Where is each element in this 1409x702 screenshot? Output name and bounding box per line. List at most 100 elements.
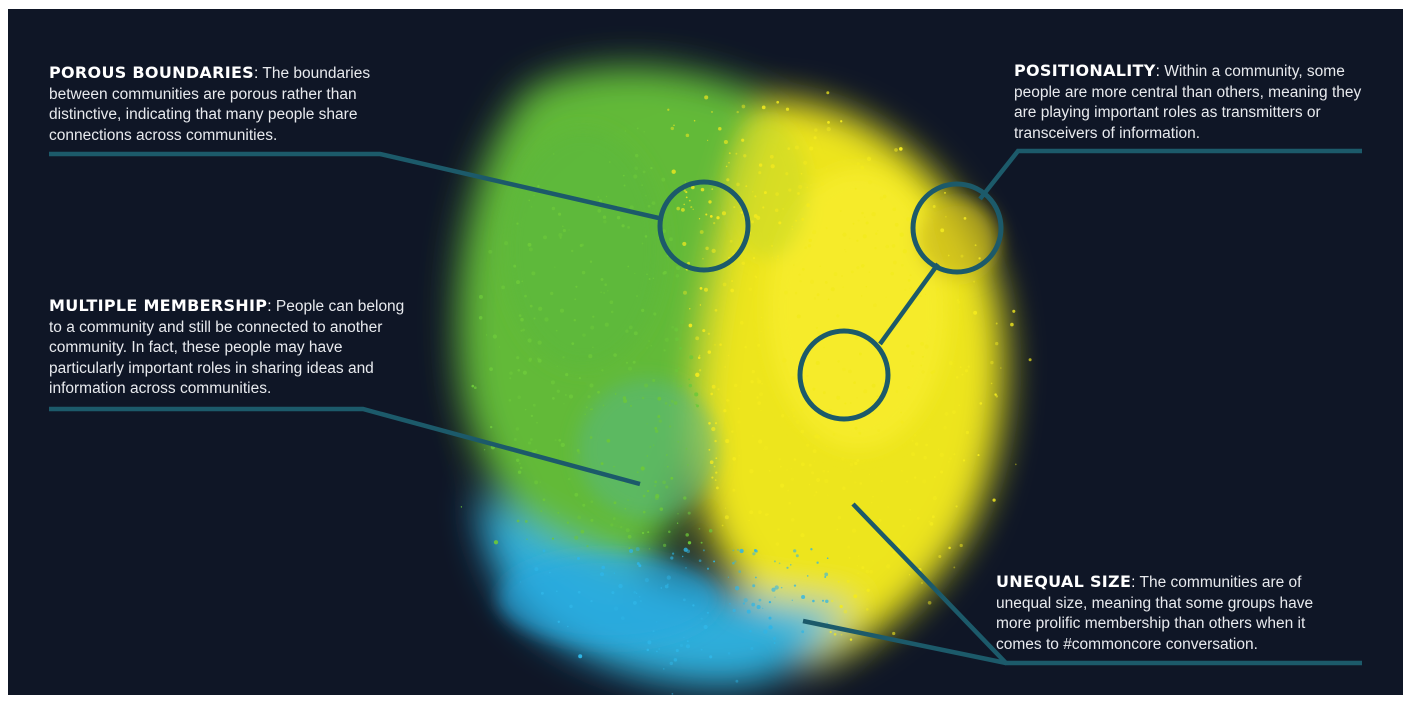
network-node	[714, 344, 716, 346]
network-node	[683, 203, 685, 206]
network-node	[775, 542, 780, 546]
network-node	[815, 491, 818, 494]
network-node	[698, 527, 701, 530]
network-node	[734, 560, 737, 563]
network-node	[895, 390, 899, 393]
network-node	[524, 408, 527, 411]
network-node	[581, 270, 586, 275]
network-node	[654, 485, 656, 487]
network-node	[732, 457, 737, 461]
network-node	[827, 121, 830, 124]
network-node	[707, 332, 711, 336]
network-node	[816, 293, 820, 297]
network-node	[745, 185, 748, 188]
network-node	[762, 206, 765, 209]
network-node	[709, 460, 714, 465]
network-node	[657, 396, 662, 401]
network-node	[485, 334, 488, 336]
network-node	[516, 222, 519, 225]
network-node	[676, 206, 680, 211]
network-node	[669, 237, 673, 242]
network-node	[574, 535, 579, 540]
network-node	[551, 537, 555, 540]
network-node	[524, 519, 528, 523]
network-node	[515, 458, 520, 463]
network-node	[601, 369, 604, 372]
network-node	[856, 266, 860, 270]
network-node	[795, 554, 799, 558]
network-node	[528, 357, 533, 361]
network-node	[558, 232, 563, 238]
network-node	[772, 636, 777, 641]
network-node	[752, 552, 756, 556]
network-node	[953, 453, 956, 456]
network-node	[773, 642, 776, 644]
network-node	[718, 126, 722, 131]
network-node	[556, 365, 558, 368]
network-node	[913, 433, 917, 437]
network-node	[711, 188, 713, 190]
network-node	[564, 394, 567, 396]
network-node	[589, 383, 594, 388]
network-node	[715, 486, 719, 490]
network-node	[614, 606, 619, 611]
network-node	[586, 544, 589, 548]
network-node	[734, 586, 740, 591]
network-node	[598, 199, 603, 203]
network-node	[688, 323, 693, 328]
network-node	[876, 395, 879, 398]
network-node	[613, 353, 617, 357]
network-node	[743, 598, 748, 603]
network-node	[723, 409, 727, 413]
network-node	[613, 572, 616, 574]
network-node	[708, 448, 711, 451]
network-node	[533, 317, 536, 320]
network-node	[854, 426, 858, 430]
network-node	[698, 369, 702, 372]
network-node	[716, 216, 720, 220]
network-node	[627, 225, 631, 229]
network-node	[576, 448, 580, 452]
network-node	[685, 447, 688, 450]
network-node	[749, 510, 754, 515]
network-node	[622, 174, 625, 177]
network-node	[901, 470, 903, 472]
network-node	[792, 264, 795, 266]
network-node	[739, 390, 741, 393]
network-node	[902, 249, 907, 254]
network-node	[528, 441, 532, 445]
network-node	[498, 346, 501, 348]
network-node	[530, 438, 533, 441]
network-node	[813, 545, 815, 547]
network-node	[568, 229, 570, 231]
network-node	[893, 260, 897, 265]
network-node	[778, 221, 782, 225]
network-node	[837, 580, 840, 583]
network-node	[677, 385, 679, 387]
network-node	[758, 163, 763, 167]
network-node	[723, 139, 728, 145]
network-node	[919, 294, 922, 298]
network-node	[652, 277, 655, 280]
network-node	[944, 411, 949, 416]
network-node	[654, 480, 658, 484]
network-node	[728, 256, 731, 259]
network-node	[730, 288, 735, 293]
network-node	[726, 178, 730, 182]
network-node	[618, 583, 623, 589]
network-node	[857, 219, 860, 222]
network-node	[705, 246, 709, 251]
network-node	[530, 414, 534, 418]
network-node	[569, 604, 573, 609]
network-node	[760, 534, 762, 536]
network-node	[787, 415, 791, 418]
network-node	[629, 205, 634, 210]
network-node	[924, 293, 926, 295]
network-node	[909, 360, 911, 362]
network-node	[940, 228, 945, 233]
network-node	[837, 515, 842, 520]
network-node	[534, 480, 539, 485]
unequal-size-annotation: UNEQUAL SIZE: The communities are of une…	[996, 572, 1314, 653]
network-node	[839, 604, 843, 609]
network-node	[953, 566, 956, 569]
